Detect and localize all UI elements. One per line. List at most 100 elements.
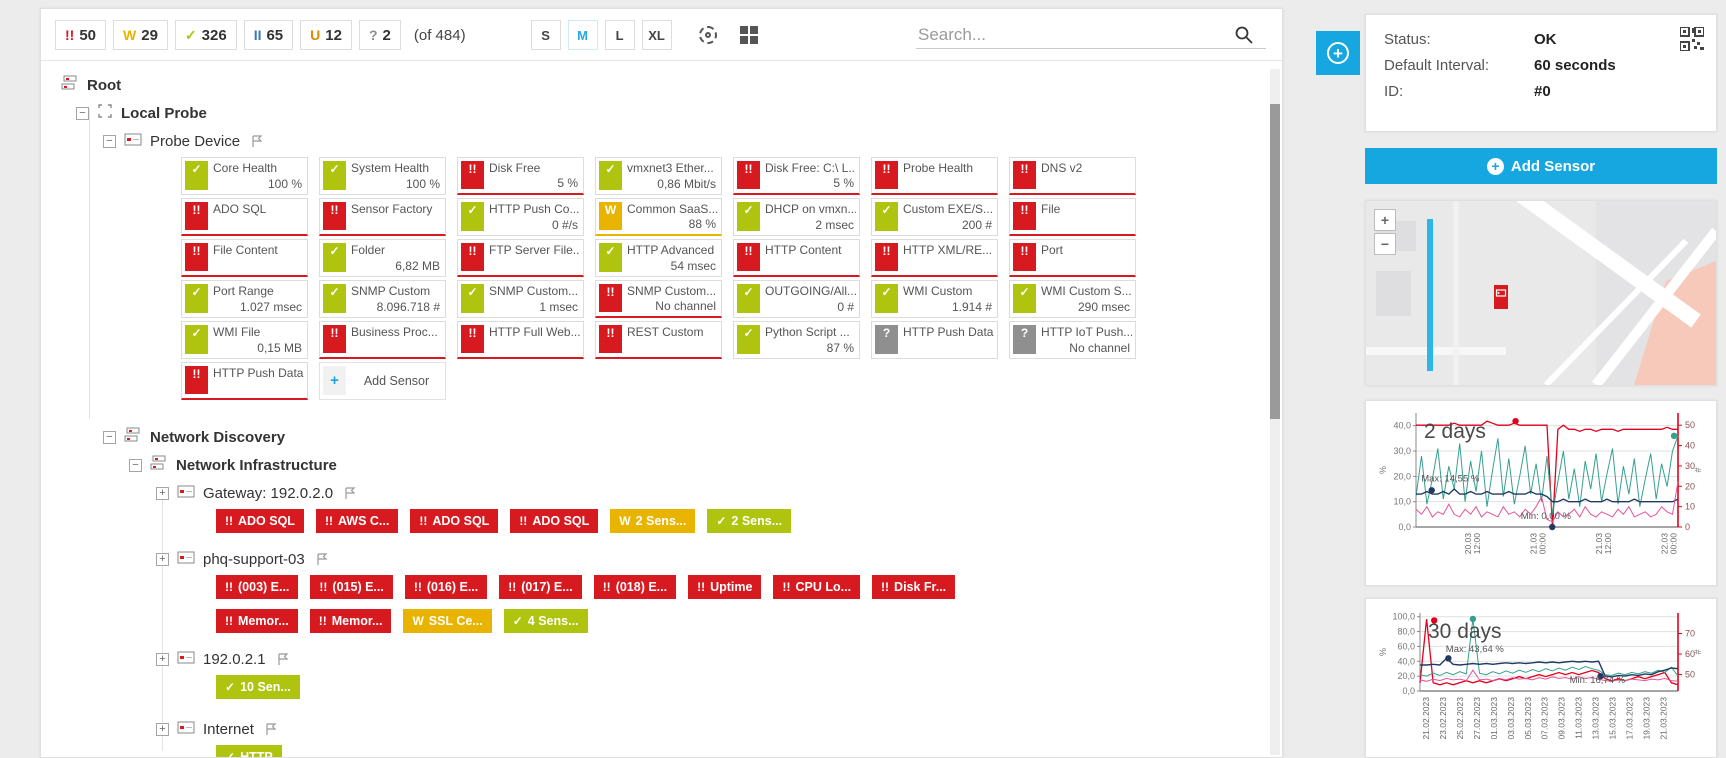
sensor-tile[interactable]: !! HTTP Push Data [181,362,308,400]
sensor-tile[interactable]: !! Probe Health [871,157,998,195]
sensor-tile[interactable]: !! HTTP Full Web... [457,321,584,359]
size-button-s[interactable]: S [530,20,561,50]
search-icon[interactable] [1234,25,1254,45]
status-filter-unknown[interactable]: ? 2 [358,20,401,50]
size-button-xl[interactable]: XL [641,20,672,50]
sensor-tile[interactable]: !! File [1009,198,1136,236]
sensor-tile[interactable]: !! FTP Server File... [457,239,584,277]
size-button-l[interactable]: L [604,20,635,50]
tiles-view-icon[interactable] [739,26,758,44]
sensor-chip[interactable]: !! Memor... [309,609,392,633]
sensor-tile[interactable]: !! DNS v2 [1009,157,1136,195]
sensor-tile[interactable]: ✓ WMI Custom S... 290 msec [1009,280,1136,318]
sensor-chip[interactable]: W SSL Ce... [403,609,492,633]
map-zoom-out-button[interactable]: − [1374,233,1396,255]
geo-map[interactable] [1366,201,1716,385]
sensor-tile[interactable]: ✓ vmxnet3 Ether... 0,86 Mbit/s [595,157,722,195]
status-filter-warning[interactable]: W 29 [113,20,168,50]
expand-toggle[interactable] [156,486,169,500]
sensor-tile[interactable]: ✓ WMI Custom 1.914 # [871,280,998,318]
expand-toggle[interactable] [156,722,169,736]
tree-label-network-discovery[interactable]: Network Discovery [150,428,286,446]
sensor-chip[interactable]: !! (003) E... [216,575,299,599]
tree-label-network-infrastructure[interactable]: Network Infrastructure [176,456,337,474]
sensor-chip[interactable]: !! ADO SQL [216,509,304,533]
status-filter-up[interactable]: ✓ 326 [174,20,237,50]
sensor-tile[interactable]: !! Sensor Factory [319,198,446,236]
collapse-toggle[interactable] [103,134,116,148]
collapse-toggle[interactable] [76,106,89,120]
sensor-chip[interactable]: !! ADO SQL [410,509,499,533]
sensor-tile[interactable]: ✓ OUTGOING/All... 0 # [733,280,860,318]
sensor-chip[interactable]: !! Disk Fr... [872,575,956,599]
sensor-tile[interactable]: !! HTTP XML/RE... [871,239,998,277]
sensor-chip[interactable]: !! AWS C... [315,509,399,533]
sensor-chip[interactable]: !! (018) E... [593,575,677,599]
sensor-tile[interactable]: !! SNMP Custom... No channel [595,280,722,318]
expand-toggle[interactable] [156,552,169,566]
status-filter-unusual[interactable]: U 12 [300,20,352,50]
sensor-tile[interactable]: ✓ System Health 100 % [319,157,446,195]
sensor-tile[interactable]: ✓ Folder 6,82 MB [319,239,446,277]
sensor-chip[interactable]: !! (015) E... [310,575,393,599]
sensor-tile[interactable]: !! Disk Free: C:\ L... 5 % [733,157,860,195]
graph-30-days[interactable]: 0,0 20,0 40,0 60,0 80,0 100,0 50 60 70 Max: 43,64… [1365,598,1717,758]
sensor-tile[interactable]: W Common SaaS... 88 % [595,198,722,236]
size-button-m[interactable]: M [567,20,598,50]
sensor-chip[interactable]: ✓ 2 Sens... [707,509,792,533]
sensor-chip[interactable]: !! Uptime [688,575,762,599]
tree-label-probe-device[interactable]: Probe Device [150,132,241,150]
qr-code-icon[interactable] [1679,26,1705,56]
floating-add-button[interactable]: + [1316,31,1360,75]
sensor-tile[interactable]: ? HTTP Push Data [871,321,998,359]
sensor-chip[interactable]: !! (017) E... [499,575,582,599]
sensor-tile[interactable]: ✓ WMI File 0,15 MB [181,321,308,359]
sensor-tile[interactable]: ✓ DHCP on vmxn... 2 msec [733,198,860,236]
sensor-tile[interactable]: ✓ SNMP Custom... 1 msec [457,280,584,318]
sensor-chip[interactable]: !! Memor... [216,609,298,633]
sensor-tile[interactable]: ✓ Custom EXE/S... 200 # [871,198,998,236]
sensor-tile[interactable]: ✓ Core Health 100 % [181,157,308,195]
sensor-tile[interactable]: ✓ Port Range 1.027 msec [181,280,308,318]
sensor-tile[interactable]: ✓ Python Script ... 87 % [733,321,860,359]
status-filter-paused[interactable]: II 65 [243,20,294,50]
tree-label-gateway[interactable]: Gateway: 192.0.2.0 [203,484,334,502]
status-filter-down[interactable]: !! 50 [55,20,107,50]
sensor-tile[interactable]: !! Business Proc... [319,321,446,359]
sensor-chip[interactable]: ✓ 10 Sen... [216,675,300,699]
tree-label-phq-support-03[interactable]: phq-support-03 [203,550,305,568]
add-sensor-tile[interactable]: + Add Sensor [319,362,446,400]
sensor-tile[interactable]: !! Port [1009,239,1136,277]
sensor-tile[interactable]: !! REST Custom [595,321,722,359]
map-zoom-in-button[interactable]: + [1374,209,1396,231]
interval-value: 60 seconds [1534,57,1616,74]
sensor-tile[interactable]: ✓ HTTP Push Co... 0 #/s [457,198,584,236]
sensor-tile[interactable]: ✓ HTTP Advanced 54 msec [595,239,722,277]
settings-gear-icon[interactable] [698,26,717,44]
sensor-chip[interactable]: !! CPU Lo... [773,575,861,599]
tree-label-root[interactable]: Root [87,76,122,94]
tree-label-internet[interactable]: Internet [203,720,254,738]
sensor-chip[interactable]: ✓ HTTP [216,745,282,757]
expand-toggle[interactable] [156,652,169,666]
map-device-marker[interactable] [1494,285,1508,309]
add-sensor-button[interactable]: + Add Sensor [1365,148,1717,184]
sensor-tile[interactable]: !! File Content [181,239,308,277]
collapse-toggle[interactable] [129,458,142,472]
sensor-tile[interactable]: !! HTTP Content [733,239,860,277]
id-value: #0 [1534,83,1551,100]
sensor-chip[interactable]: !! (016) E... [404,575,488,599]
search-input[interactable] [916,21,1234,48]
sensor-tile[interactable]: ✓ SNMP Custom 8.096.718 # [319,280,446,318]
collapse-toggle[interactable] [103,430,116,444]
sensor-chip[interactable]: ✓ 4 Sens... [503,609,588,633]
graph-2-days[interactable]: 0,0 10,0 20,0 30,0 40,0 0 10 20 30 40 50 Max: 14,55… [1365,400,1717,586]
sensor-tile[interactable]: !! Disk Free 5 % [457,157,584,195]
sensor-chip[interactable]: !! ADO SQL [510,509,599,533]
tree-label-192-0-2-1[interactable]: 192.0.2.1 [203,650,266,668]
sensor-tile[interactable]: ? HTTP IoT Push... No channel [1009,321,1136,359]
sensor-tile[interactable]: !! ADO SQL [181,198,308,236]
tree-label-local-probe[interactable]: Local Probe [121,104,207,122]
scrollbar-thumb[interactable] [1270,104,1280,419]
